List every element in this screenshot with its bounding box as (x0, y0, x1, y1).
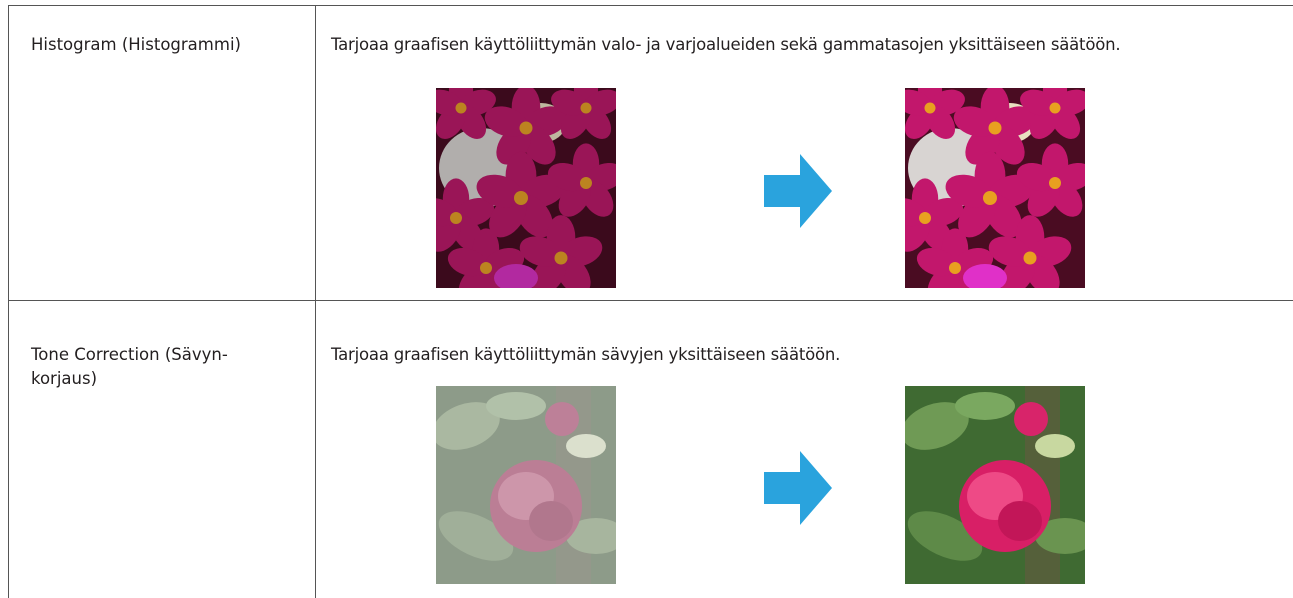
row-label: Tone Correction (Sävyn- korjaus) (31, 343, 228, 391)
row-description: Tarjoaa graafisen käyttöliittymän valo- … (331, 35, 1121, 54)
row-label: Histogram (Histogrammi) (31, 33, 241, 57)
image-before (436, 386, 616, 584)
image-after (905, 88, 1085, 288)
image-before (436, 88, 616, 288)
label-line: korjaus) (31, 369, 98, 388)
label-line: Tone Correction (Sävyn- (31, 345, 228, 364)
arrow (764, 451, 832, 525)
column-divider (315, 5, 316, 598)
label-line: Histogram (Histogrammi) (31, 35, 241, 54)
table-frame (8, 5, 1293, 598)
row-description: Tarjoaa graafisen käyttöliittymän sävyje… (331, 345, 841, 364)
row-divider (8, 300, 1293, 301)
image-after (905, 386, 1085, 584)
arrow (764, 154, 832, 228)
